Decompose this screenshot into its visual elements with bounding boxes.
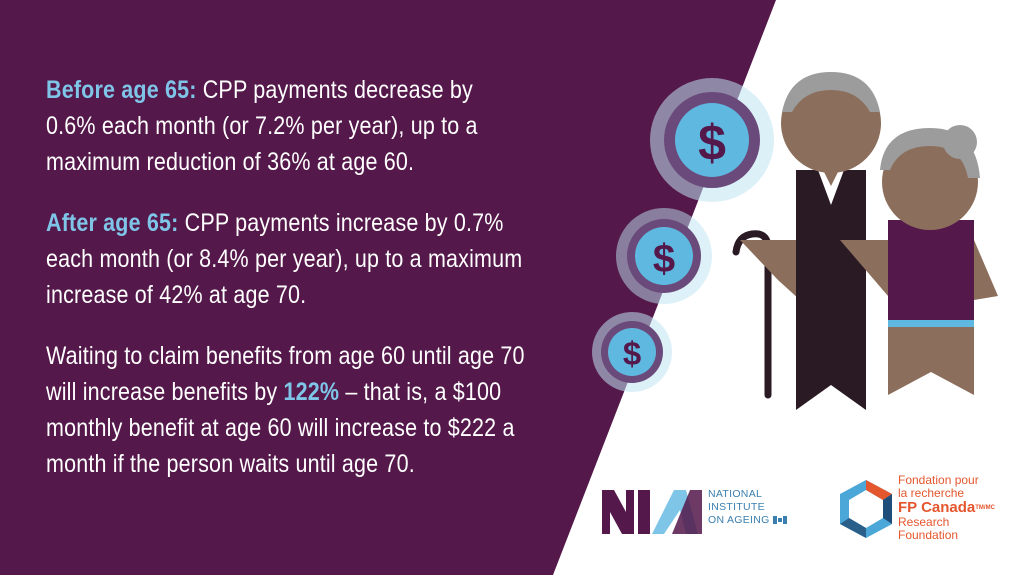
before-65-paragraph: Before age 65: CPP payments decrease by … [46,72,528,180]
text-line: CPP payments decrease by [202,76,473,104]
text-line: monthly benefit at age 60 will increase … [46,414,515,442]
text-line: increase of 42% at age 70. [46,281,307,309]
seniors-illustration [732,72,998,410]
percent-highlight: 122% [283,378,340,406]
fp-canada-logo-text: Fondation pour la recherche FP CanadaTM/… [898,474,995,542]
text-line: 0.6% each month (or 7.2% per year), up t… [46,112,478,140]
fp-brand-text: FP Canada [898,499,976,516]
text-line: Waiting to claim benefits from age 60 un… [46,342,525,370]
text-line: CPP payments increase by 0.7% [184,209,504,237]
dollar-icon: $ [592,312,672,392]
trademark: TM/MC [975,505,995,511]
dollar-icon: $ [650,78,774,202]
fp-line: Foundation [898,528,959,542]
nia-line: ON AGEING [708,514,787,527]
svg-text:$: $ [653,237,675,281]
canada-flag-icon [772,516,787,525]
body-text: Before age 65: CPP payments decrease by … [46,72,528,507]
dollar-icon: $ [616,208,712,304]
fp-line: Fondation pour [898,473,979,487]
text-line: will increase benefits by [46,378,284,406]
nia-line-text: ON AGEING [708,514,770,526]
text-line: maximum reduction of 36% at age 60. [46,148,415,176]
text-line: each month (or 8.4% per year), up to a m… [46,245,523,273]
fp-line: la recherche [898,486,965,500]
fp-line: Research [898,515,950,529]
nia-logo-text: NATIONAL INSTITUTE ON AGEING [708,488,787,527]
text-line: month if the person waits until age 70. [46,450,415,478]
after-65-heading: After age 65: [46,209,179,237]
fp-brand: FP CanadaTM/MC [898,500,995,516]
fp-canada-logo-mark [840,480,892,538]
svg-text:$: $ [698,115,726,171]
svg-text:$: $ [623,335,641,372]
after-65-paragraph: After age 65: CPP payments increase by 0… [46,205,528,313]
nia-line: NATIONAL [708,488,763,500]
nia-line: INSTITUTE [708,501,765,513]
nia-logo-mark [602,490,702,534]
purple-panel [0,0,776,575]
waiting-paragraph: Waiting to claim benefits from age 60 un… [46,338,528,482]
text-line: – that is, a $100 [339,378,502,406]
before-65-heading: Before age 65: [46,76,197,104]
